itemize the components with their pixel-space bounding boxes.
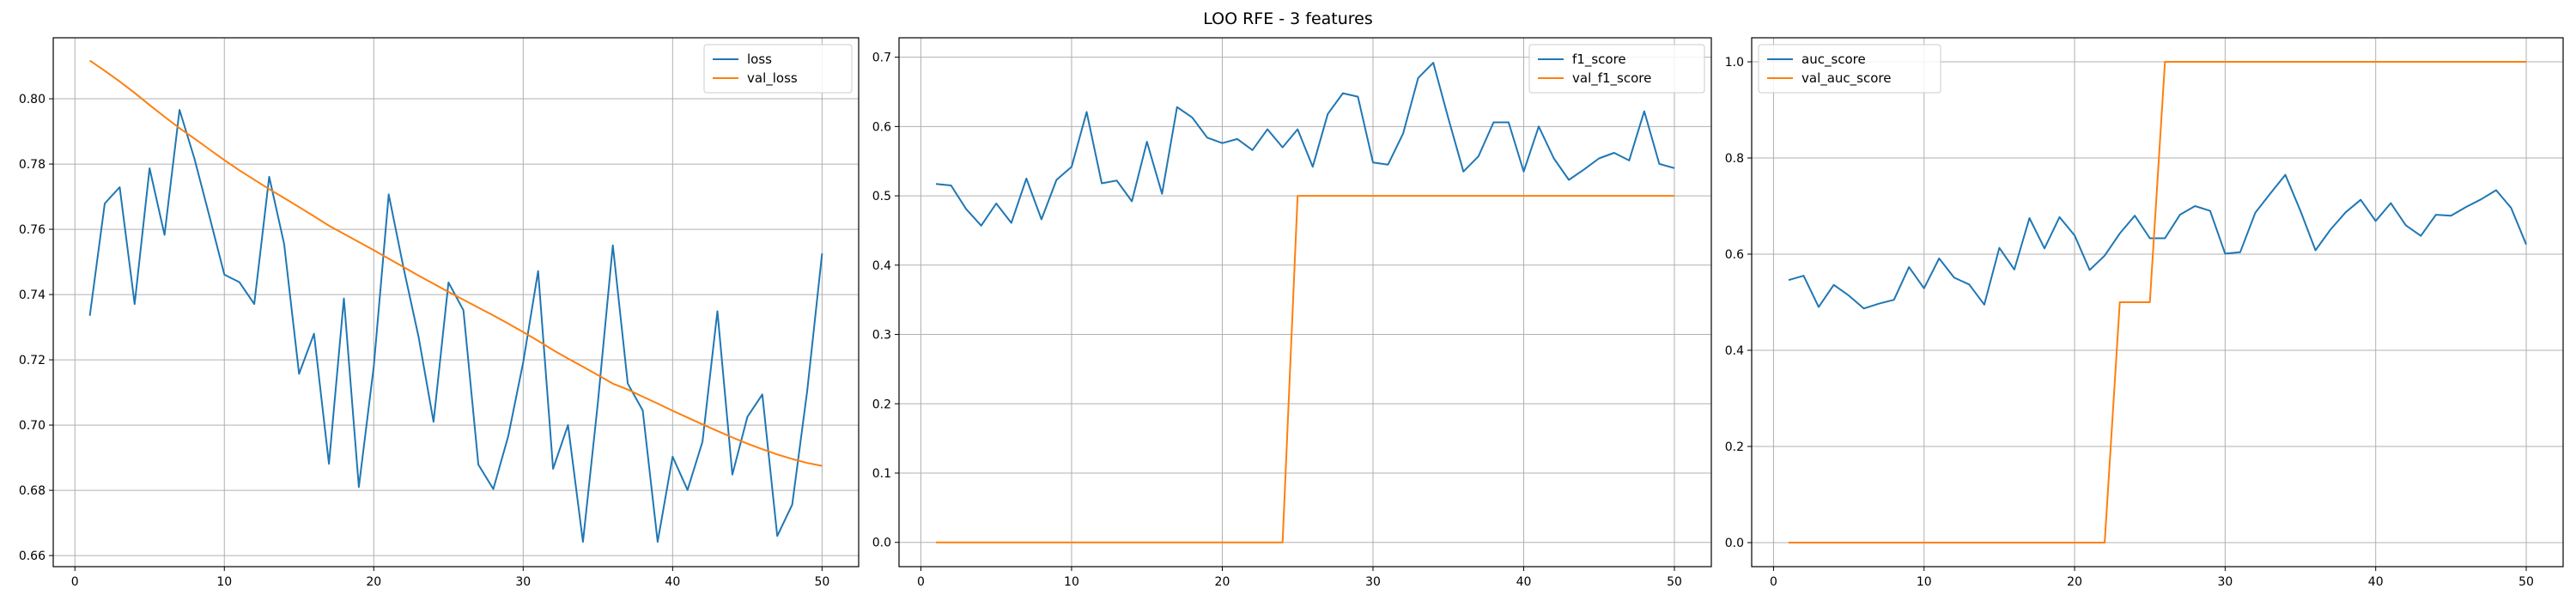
y-tick-label: 0.2 — [1725, 440, 1744, 454]
x-tick-label: 0 — [917, 575, 925, 589]
legend-label: val_auc_score — [1801, 70, 1892, 87]
y-tick-label: 0.0 — [872, 537, 891, 550]
legend-box — [1528, 44, 1705, 94]
y-tick-label: 0.72 — [19, 354, 46, 367]
x-tick-label: 50 — [2518, 575, 2534, 589]
legend: auc_score val_auc_score — [1758, 44, 1941, 94]
x-tick-label: 20 — [366, 575, 381, 589]
chart-3: 0 10 20 30 40 50 0.0 0.2 0.4 0.6 0.8 1.0 auc_scoreva… — [1725, 37, 2564, 589]
x-tick-label: 20 — [1215, 575, 1230, 589]
y-tick-label: 1.0 — [1725, 56, 1744, 70]
x-tick-label: 0 — [71, 575, 79, 589]
y-tick-label: 0.78 — [19, 158, 46, 172]
figure-title: LOO RFE - 3 features — [1203, 9, 1373, 28]
x-tick-label: 0 — [1770, 575, 1777, 589]
x-tick-label: 20 — [2067, 575, 2082, 589]
axes-frame — [1751, 37, 2564, 568]
x-tick-label: 30 — [1365, 575, 1381, 589]
legend: f1_score val_f1_score — [1528, 44, 1705, 94]
legend: loss val_loss — [703, 44, 853, 94]
x-tick-label: 10 — [1064, 575, 1079, 589]
x-tick-label: 40 — [1516, 575, 1532, 589]
y-tick-label: 0.6 — [1725, 248, 1744, 262]
legend-label: loss — [747, 52, 772, 67]
x-tick-label: 40 — [2368, 575, 2384, 589]
y-tick-label: 0.4 — [872, 259, 891, 273]
chart-1: 0 10 20 30 40 50 0.66 0.68 0.70 0.72 0.74 0.76 0.78 0… — [19, 37, 860, 589]
legend-box — [703, 44, 853, 94]
x-tick-label: 50 — [814, 575, 829, 589]
y-tick-label: 0.8 — [1725, 152, 1744, 166]
axes-frame — [898, 37, 1712, 568]
x-tick-label: 10 — [216, 575, 232, 589]
legend-label: val_loss — [747, 70, 798, 87]
chart-2: 0 10 20 30 40 50 0.0 0.1 0.2 0.3 0.4 0.5 0.6 0.7 f1_sc… — [872, 37, 1712, 589]
y-tick-label: 0.74 — [19, 288, 46, 302]
y-tick-label: 0.5 — [872, 190, 891, 203]
y-tick-label: 0.7 — [872, 52, 891, 65]
series-line-f1-score — [935, 62, 1675, 227]
x-tick-label: 30 — [515, 575, 531, 589]
y-tick-label: 0.66 — [19, 549, 46, 563]
series-line-auc-score — [1788, 173, 2527, 310]
y-tick-label: 0.76 — [19, 223, 46, 237]
y-tick-label: 0.6 — [872, 120, 891, 134]
legend-box — [1758, 44, 1941, 94]
y-tick-label: 0.4 — [1725, 344, 1744, 358]
x-tick-label: 40 — [665, 575, 680, 589]
y-tick-label: 0.68 — [19, 484, 46, 498]
y-tick-label: 0.80 — [19, 93, 46, 106]
x-tick-label: 10 — [1917, 575, 1932, 589]
x-tick-label: 30 — [2217, 575, 2233, 589]
y-tick-label: 0.0 — [1725, 537, 1744, 550]
y-tick-label: 0.70 — [19, 419, 46, 433]
legend-label: f1_score — [1572, 52, 1626, 68]
series-line-val-f1-score — [936, 195, 1674, 543]
legend-label: val_f1_score — [1572, 70, 1651, 87]
series-line-val-auc-score — [1789, 61, 2526, 543]
y-tick-label: 0.2 — [872, 398, 891, 411]
y-tick-label: 0.1 — [872, 467, 891, 481]
series-line-val-loss — [89, 59, 823, 467]
x-tick-label: 50 — [1667, 575, 1682, 589]
y-tick-label: 0.3 — [872, 329, 891, 343]
legend-label: auc_score — [1801, 52, 1866, 68]
axes-frame — [52, 37, 860, 568]
